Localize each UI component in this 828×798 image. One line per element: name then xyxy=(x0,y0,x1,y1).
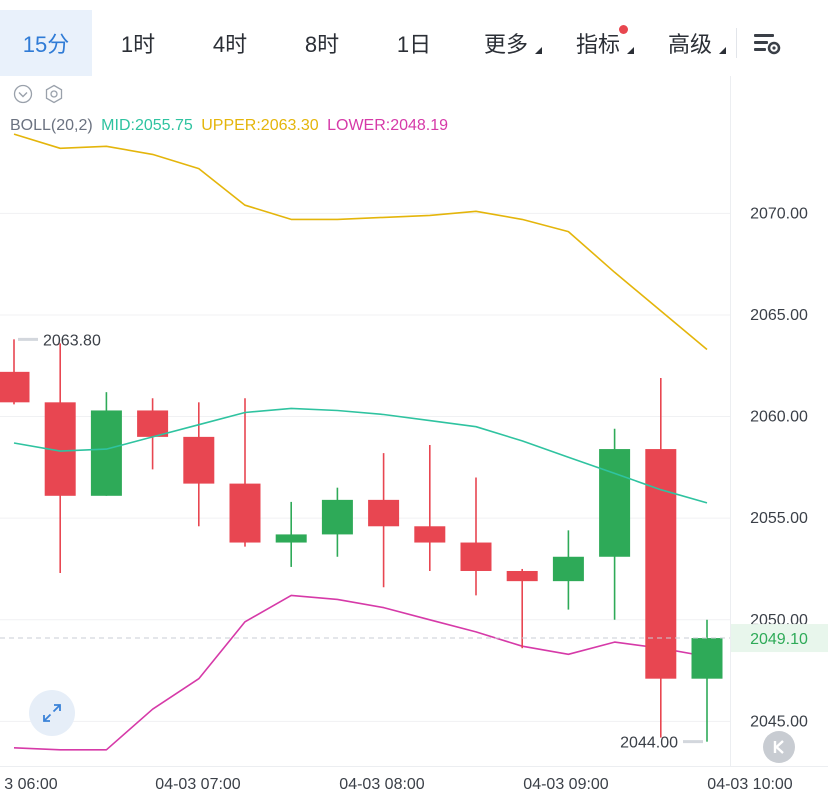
candle-down xyxy=(183,436,215,484)
tab-1h[interactable]: 1时 xyxy=(92,10,184,76)
tab-advanced[interactable]: 高级 xyxy=(644,10,736,76)
candle-down xyxy=(460,542,492,571)
tab-1d[interactable]: 1日 xyxy=(368,10,460,76)
candle-up xyxy=(691,638,723,679)
tab-label: 更多 xyxy=(483,32,528,57)
x-tick-label: 04-03 07:00 xyxy=(155,776,241,793)
boll-name: BOLL(20,2) xyxy=(10,117,93,134)
candle-up xyxy=(599,449,631,557)
k-icon xyxy=(773,740,784,754)
tab-indicators[interactable]: 指标 xyxy=(552,10,644,76)
tab-4h[interactable]: 4时 xyxy=(184,10,276,76)
candle-down xyxy=(0,371,30,403)
chart-settings-icon[interactable] xyxy=(737,10,797,76)
candle-up xyxy=(90,410,122,496)
y-tick-label: 2070.00 xyxy=(750,205,808,222)
candle-up xyxy=(275,534,307,543)
boll-upper: UPPER:2063.30 xyxy=(201,117,319,134)
tab-label: 1日 xyxy=(396,32,432,57)
candle-up xyxy=(552,556,584,582)
y-tick-label: 2045.00 xyxy=(750,713,808,730)
tab-more[interactable]: 更多 xyxy=(460,10,552,76)
boll-lower-line xyxy=(13,594,708,751)
last-price-tag xyxy=(731,624,828,653)
candle-down xyxy=(506,570,538,582)
candle-down xyxy=(229,483,261,543)
candle-down xyxy=(368,499,400,527)
last-price-label: 2049.10 xyxy=(750,631,808,648)
tab-label: 指标 xyxy=(575,32,620,57)
hexagon-settings-icon[interactable] xyxy=(44,84,64,104)
y-tick-label: 2060.00 xyxy=(750,409,808,426)
y-tick-label: 2055.00 xyxy=(750,510,808,527)
timeframe-tabbar: 15分 1时 4时 8时 1日 更多 指标 高级 xyxy=(0,10,828,76)
tab-label: 15分 xyxy=(22,32,70,57)
tab-label: 8时 xyxy=(304,32,340,57)
x-tick-label: 04-03 08:00 xyxy=(339,776,425,793)
boll-upper-line xyxy=(13,133,708,351)
tab-15m[interactable]: 15分 xyxy=(0,10,92,76)
kline-button[interactable] xyxy=(763,731,795,763)
tab-divider xyxy=(736,28,737,58)
boll-lower: LOWER:2048.19 xyxy=(327,117,449,134)
x-tick-label: 04-03 09:00 xyxy=(523,776,609,793)
tab-label: 4时 xyxy=(212,32,248,57)
dropdown-triangle-icon xyxy=(627,47,634,54)
boll-legend: BOLL(20,2) MID:2055.75 UPPER:2063.30 LOW… xyxy=(10,117,452,135)
y-tick-label: 2065.00 xyxy=(750,307,808,324)
expand-icon xyxy=(43,704,61,722)
tab-label: 高级 xyxy=(667,32,712,57)
x-tick-label: 3 06:00 xyxy=(4,776,57,793)
candle-down xyxy=(645,449,677,679)
boll-mid: MID:2055.75 xyxy=(101,117,193,134)
fullscreen-button[interactable] xyxy=(29,690,75,736)
dropdown-triangle-icon xyxy=(719,47,726,54)
notification-dot-icon xyxy=(619,25,628,34)
candle-down xyxy=(414,526,446,543)
candle-down xyxy=(137,410,169,437)
min-price-label: 2044.00 xyxy=(620,735,678,752)
boll-mid-line xyxy=(13,407,708,504)
max-price-label: 2063.80 xyxy=(43,332,101,349)
tab-label: 1时 xyxy=(120,32,156,57)
dropdown-triangle-icon xyxy=(535,47,542,54)
chevron-down-circle-icon[interactable] xyxy=(13,84,33,104)
tab-8h[interactable]: 8时 xyxy=(276,10,368,76)
x-tick-label: 04-03 10:00 xyxy=(707,776,793,793)
candle-up xyxy=(321,499,353,535)
